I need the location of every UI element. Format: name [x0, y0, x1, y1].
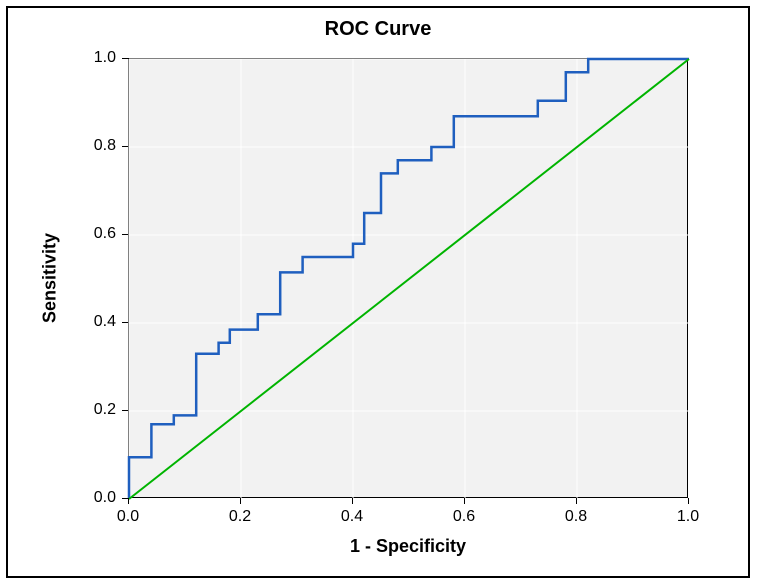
x-tick-mark: [688, 498, 689, 504]
plot-area: [128, 58, 688, 498]
x-tick-mark: [128, 498, 129, 504]
y-tick-label: 0.6: [86, 225, 116, 243]
x-tick-label: 0.8: [565, 508, 587, 526]
x-tick-mark: [352, 498, 353, 504]
y-tick-mark: [122, 146, 128, 147]
y-tick-mark: [122, 322, 128, 323]
y-tick-label: 0.2: [86, 401, 116, 419]
x-tick-label: 0.4: [341, 508, 363, 526]
series-reference: [129, 59, 689, 499]
y-tick-label: 0.4: [86, 313, 116, 331]
chart-title: ROC Curve: [8, 18, 748, 41]
x-tick-label: 0.2: [229, 508, 251, 526]
x-tick-mark: [576, 498, 577, 504]
x-tick-label: 1.0: [677, 508, 699, 526]
y-tick-label: 0.0: [86, 489, 116, 507]
y-tick-mark: [122, 234, 128, 235]
y-tick-mark: [122, 58, 128, 59]
chart-outer-frame: ROC Curve Sensitivity 1 - Specificity 0.…: [6, 6, 750, 578]
y-tick-label: 0.8: [86, 137, 116, 155]
plot-svg: [129, 59, 689, 499]
y-tick-mark: [122, 498, 128, 499]
x-tick-label: 0.0: [117, 508, 139, 526]
x-tick-label: 0.6: [453, 508, 475, 526]
x-axis-label: 1 - Specificity: [350, 536, 466, 557]
x-tick-mark: [464, 498, 465, 504]
y-tick-mark: [122, 410, 128, 411]
x-tick-mark: [240, 498, 241, 504]
y-axis-label: Sensitivity: [40, 233, 61, 323]
y-tick-label: 1.0: [86, 49, 116, 67]
